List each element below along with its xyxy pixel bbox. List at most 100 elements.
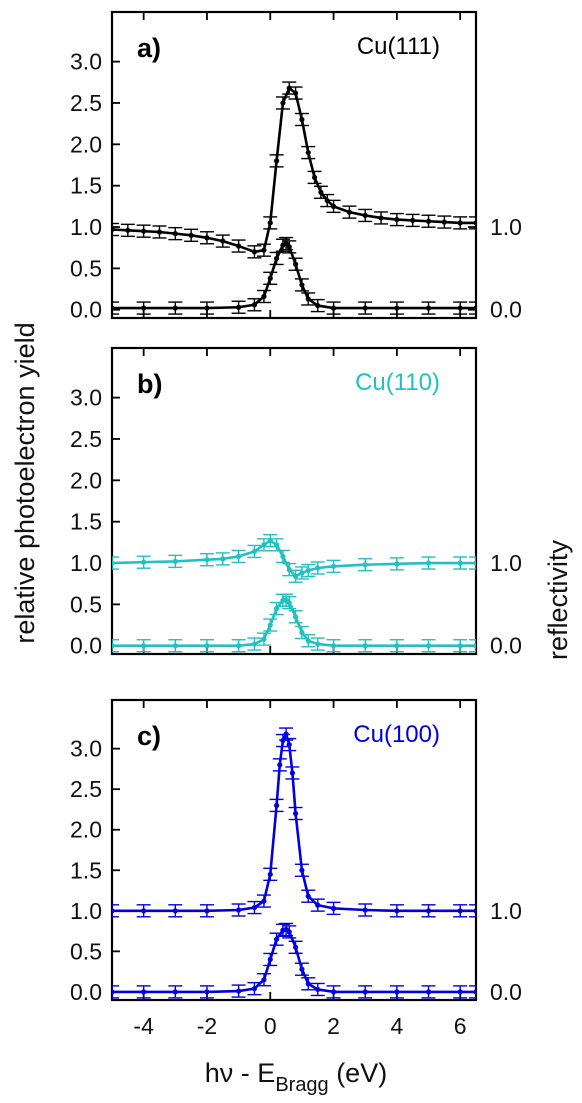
- data-point: [263, 867, 278, 882]
- panel-1: 0.0 0.5 1.0 1.5 2.0 2.5 3.0 0.0 1.0 a) Cu(111): [70, 10, 522, 323]
- x-axis-title-subscript: Bragg: [275, 1074, 328, 1096]
- data-point: [453, 556, 468, 570]
- data-point: [389, 212, 404, 227]
- data-point: [282, 737, 297, 752]
- data-point: [294, 278, 309, 292]
- data-point: [282, 240, 297, 254]
- data-point: [269, 932, 284, 946]
- data-point: [301, 145, 316, 160]
- y-tick-label-left: 0.0: [70, 297, 102, 323]
- data-point: [136, 639, 151, 653]
- x-tick-label: 6: [454, 1013, 467, 1039]
- series-line-1: [112, 86, 476, 254]
- y-tick-label-right: 0.0: [490, 633, 522, 659]
- y-tick-label-left: 2.0: [70, 467, 102, 493]
- y-axis-right-title: reflectivity: [543, 539, 573, 660]
- data-point: [405, 213, 420, 228]
- data-point: [184, 228, 199, 242]
- x-tick-label: 0: [264, 1013, 277, 1039]
- data-point: [247, 544, 262, 559]
- data-point: [168, 904, 183, 918]
- x-tick-label: -2: [197, 1013, 217, 1039]
- data-point: [358, 208, 373, 223]
- data-point: [112, 556, 119, 570]
- data-point: [285, 766, 300, 780]
- data-point: [313, 185, 328, 199]
- data-point: [269, 154, 284, 168]
- data-point: [247, 900, 262, 915]
- plot-area: [112, 81, 476, 315]
- data-point: [301, 977, 316, 991]
- data-point: [256, 243, 271, 257]
- data-point: [136, 904, 151, 918]
- data-point: [256, 894, 271, 908]
- data-point: [310, 982, 325, 997]
- data-point: [453, 639, 468, 653]
- data-point: [310, 637, 325, 651]
- data-point: [310, 898, 325, 912]
- data-point: [358, 557, 373, 572]
- plot-area: [112, 727, 476, 999]
- data-point: [112, 222, 119, 237]
- panel-label: a): [137, 33, 161, 63]
- plot-frame: [110, 346, 478, 656]
- y-tick-label-left: 1.0: [70, 898, 102, 924]
- data-point: [421, 214, 436, 228]
- data-point: [199, 231, 214, 245]
- y-tick-label-left: 2.0: [70, 131, 102, 157]
- data-point: [358, 639, 373, 653]
- series-line-1: [112, 732, 476, 913]
- data-point: [256, 632, 271, 646]
- y-tick-label-left: 0.0: [70, 633, 102, 659]
- data-point: [389, 557, 404, 571]
- data-point: [199, 639, 214, 653]
- y-tick-label-right: 1.0: [490, 550, 522, 576]
- y-tick-label-left: 1.0: [70, 550, 102, 576]
- data-point: [263, 952, 278, 967]
- y-tick-label-right: 1.0: [490, 898, 522, 924]
- data-point: [294, 863, 309, 877]
- data-point: [247, 637, 262, 651]
- data-point: [120, 223, 135, 238]
- data-point: [358, 985, 373, 999]
- data-point: [247, 298, 262, 312]
- data-point: [168, 639, 183, 653]
- data-point: [269, 251, 284, 266]
- data-point: [294, 625, 309, 640]
- data-point: [136, 985, 151, 999]
- data-point: [310, 298, 325, 313]
- data-point: [421, 556, 436, 570]
- data-point: [358, 301, 373, 315]
- data-point: [288, 257, 303, 271]
- data-point: [301, 292, 316, 306]
- data-point: [469, 216, 476, 230]
- x-tick-label: 2: [327, 1013, 340, 1039]
- data-point: [136, 555, 151, 569]
- data-point: [437, 215, 452, 229]
- data-point: [168, 226, 183, 241]
- data-point: [112, 985, 119, 999]
- data-point: [301, 563, 316, 578]
- data-point: [231, 903, 246, 917]
- data-point: [231, 984, 246, 998]
- data-point: [263, 271, 278, 286]
- data-point: [231, 239, 246, 253]
- data-point: [301, 634, 316, 648]
- y-tick-label-left: 3.0: [70, 385, 102, 411]
- data-point: [389, 301, 404, 315]
- data-point: [294, 566, 309, 580]
- data-point: [469, 985, 476, 999]
- data-point: [152, 225, 167, 239]
- data-point: [282, 925, 297, 939]
- y-tick-label-right: 1.0: [490, 214, 522, 240]
- data-point: [168, 554, 183, 569]
- data-point: [374, 211, 389, 225]
- y-tick-label-left: 1.5: [70, 509, 102, 535]
- y-tick-label-left: 0.5: [70, 591, 102, 617]
- panel-label: b): [137, 369, 162, 399]
- y-tick-label-left: 0.5: [70, 938, 102, 964]
- data-point: [269, 798, 284, 813]
- y-tick-label-left: 2.0: [70, 817, 102, 843]
- data-point: [247, 245, 262, 259]
